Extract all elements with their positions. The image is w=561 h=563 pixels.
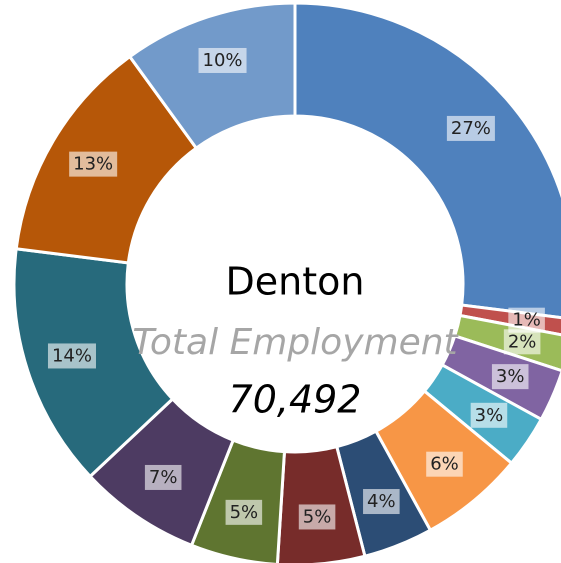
- data-label-box: [47, 343, 96, 369]
- data-label: 3%: [475, 405, 504, 426]
- data-label-box: [508, 307, 545, 333]
- donut-slice: [127, 1, 297, 151]
- data-label-box: [144, 464, 182, 490]
- data-label: 7%: [149, 467, 178, 488]
- center-value: 70,492: [229, 378, 362, 422]
- data-label: 6%: [430, 454, 459, 475]
- data-label: 13%: [73, 154, 113, 175]
- data-label-box: [298, 504, 336, 530]
- data-label: 3%: [496, 366, 525, 387]
- data-label: 2%: [508, 331, 537, 352]
- data-label: 4%: [367, 491, 396, 512]
- data-label: 5%: [303, 506, 332, 527]
- center-subtitle: Total Employment: [132, 322, 459, 363]
- donut-slice: [293, 1, 561, 320]
- data-label: 5%: [230, 502, 259, 523]
- data-label: 27%: [451, 118, 491, 139]
- data-label-box: [446, 115, 495, 141]
- data-label-box: [69, 151, 118, 177]
- data-label-box: [198, 47, 247, 73]
- data-label-box: [503, 329, 541, 355]
- data-label: 1%: [512, 310, 541, 331]
- data-label-box: [491, 364, 529, 390]
- data-label: 14%: [52, 345, 92, 366]
- center-title: Denton: [226, 260, 365, 304]
- data-label: 10%: [203, 50, 243, 71]
- data-label-box: [225, 499, 263, 525]
- data-label-box: [426, 451, 463, 477]
- data-label-box: [470, 402, 508, 428]
- data-label-box: [363, 489, 400, 515]
